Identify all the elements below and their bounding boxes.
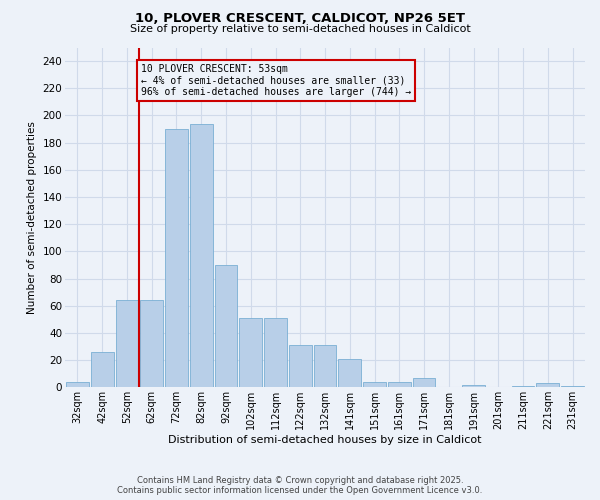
Bar (413, 378, 436, 388)
Bar (190, 124, 212, 388)
Bar (462, 384, 485, 388)
Bar (561, 386, 584, 388)
Bar (165, 129, 188, 388)
Bar (239, 318, 262, 388)
Bar (289, 345, 311, 388)
Text: Size of property relative to semi-detached houses in Caldicot: Size of property relative to semi-detach… (130, 24, 470, 34)
Y-axis label: Number of semi-detached properties: Number of semi-detached properties (27, 121, 37, 314)
Bar (314, 345, 337, 388)
Bar (215, 265, 238, 388)
Bar (140, 300, 163, 388)
Bar (512, 386, 535, 388)
Text: Contains HM Land Registry data © Crown copyright and database right 2025.
Contai: Contains HM Land Registry data © Crown c… (118, 476, 482, 495)
X-axis label: Distribution of semi-detached houses by size in Caldicot: Distribution of semi-detached houses by … (168, 435, 482, 445)
Bar (536, 383, 559, 388)
Bar (116, 300, 139, 388)
Bar (363, 382, 386, 388)
Bar (264, 318, 287, 388)
Bar (338, 358, 361, 388)
Text: 10, PLOVER CRESCENT, CALDICOT, NP26 5ET: 10, PLOVER CRESCENT, CALDICOT, NP26 5ET (135, 12, 465, 26)
Bar (66, 382, 89, 388)
Text: 10 PLOVER CRESCENT: 53sqm
← 4% of semi-detached houses are smaller (33)
96% of s: 10 PLOVER CRESCENT: 53sqm ← 4% of semi-d… (140, 64, 411, 97)
Bar (91, 352, 113, 388)
Bar (388, 382, 411, 388)
